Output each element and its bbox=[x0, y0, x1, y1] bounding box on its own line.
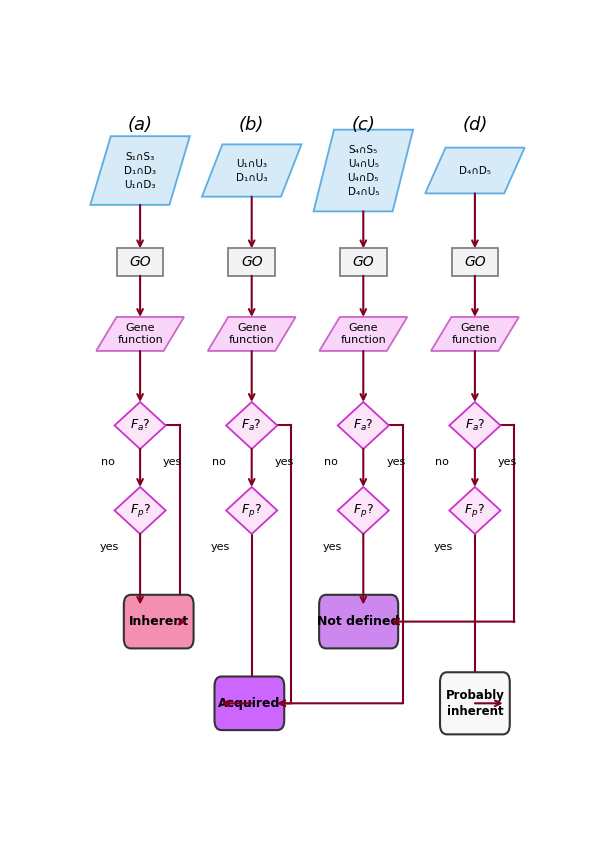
Text: S₄∩S₅
U₄∩U₅
U₄∩D₅
D₄∩U₅: S₄∩S₅ U₄∩U₅ U₄∩D₅ D₄∩U₅ bbox=[347, 144, 379, 196]
Bar bbox=[229, 248, 275, 276]
Bar bbox=[452, 248, 498, 276]
Text: yes: yes bbox=[100, 542, 119, 552]
Text: GO: GO bbox=[352, 255, 374, 269]
Text: Gene
function: Gene function bbox=[117, 323, 163, 346]
Text: GO: GO bbox=[241, 255, 263, 269]
Polygon shape bbox=[449, 402, 500, 449]
Text: $F_a$?: $F_a$? bbox=[130, 418, 151, 433]
Polygon shape bbox=[115, 487, 166, 534]
Text: Not defined: Not defined bbox=[317, 615, 400, 628]
Polygon shape bbox=[319, 317, 407, 351]
Text: $F_a$?: $F_a$? bbox=[464, 418, 485, 433]
Text: $F_a$?: $F_a$? bbox=[353, 418, 374, 433]
Polygon shape bbox=[226, 487, 277, 534]
Text: U₁∩U₃
D₁∩U₃: U₁∩U₃ D₁∩U₃ bbox=[236, 159, 268, 183]
Text: no: no bbox=[101, 457, 115, 467]
Text: Inherent: Inherent bbox=[128, 615, 189, 628]
Text: (d): (d) bbox=[462, 115, 488, 134]
Text: S₁∩S₃
D₁∩D₃
U₁∩D₃: S₁∩S₃ D₁∩D₃ U₁∩D₃ bbox=[124, 151, 156, 189]
Polygon shape bbox=[338, 402, 389, 449]
Polygon shape bbox=[226, 402, 277, 449]
Polygon shape bbox=[202, 144, 301, 197]
Text: (a): (a) bbox=[128, 115, 152, 134]
Bar bbox=[117, 248, 163, 276]
Text: yes: yes bbox=[163, 457, 182, 467]
FancyBboxPatch shape bbox=[215, 677, 284, 730]
Text: (c): (c) bbox=[352, 115, 375, 134]
Text: $F_p$?: $F_p$? bbox=[464, 502, 485, 519]
FancyBboxPatch shape bbox=[319, 595, 398, 649]
Text: Gene
function: Gene function bbox=[340, 323, 386, 346]
Text: $F_p$?: $F_p$? bbox=[241, 502, 262, 519]
Text: yes: yes bbox=[498, 457, 517, 467]
Text: yes: yes bbox=[211, 542, 230, 552]
Text: Probably
inherent: Probably inherent bbox=[445, 689, 505, 717]
Text: no: no bbox=[212, 457, 226, 467]
Polygon shape bbox=[449, 487, 500, 534]
Polygon shape bbox=[314, 130, 413, 211]
Bar bbox=[340, 248, 386, 276]
Text: Gene
function: Gene function bbox=[229, 323, 275, 346]
Text: (b): (b) bbox=[239, 115, 265, 134]
Polygon shape bbox=[425, 148, 524, 194]
Text: $F_p$?: $F_p$? bbox=[130, 502, 151, 519]
Text: yes: yes bbox=[386, 457, 406, 467]
Polygon shape bbox=[431, 317, 519, 351]
Text: $F_a$?: $F_a$? bbox=[241, 418, 262, 433]
Polygon shape bbox=[96, 317, 184, 351]
Text: $F_p$?: $F_p$? bbox=[353, 502, 374, 519]
Polygon shape bbox=[115, 402, 166, 449]
Text: no: no bbox=[436, 457, 449, 467]
Polygon shape bbox=[338, 487, 389, 534]
Polygon shape bbox=[208, 317, 296, 351]
Text: GO: GO bbox=[129, 255, 151, 269]
Text: D₄∩D₅: D₄∩D₅ bbox=[459, 166, 491, 176]
FancyBboxPatch shape bbox=[440, 672, 510, 734]
Text: Acquired: Acquired bbox=[218, 697, 281, 710]
Text: Gene
function: Gene function bbox=[452, 323, 498, 346]
Text: no: no bbox=[324, 457, 338, 467]
Polygon shape bbox=[91, 136, 190, 205]
Text: yes: yes bbox=[323, 542, 342, 552]
FancyBboxPatch shape bbox=[124, 595, 194, 649]
Text: GO: GO bbox=[464, 255, 486, 269]
Text: yes: yes bbox=[275, 457, 294, 467]
Text: yes: yes bbox=[434, 542, 454, 552]
